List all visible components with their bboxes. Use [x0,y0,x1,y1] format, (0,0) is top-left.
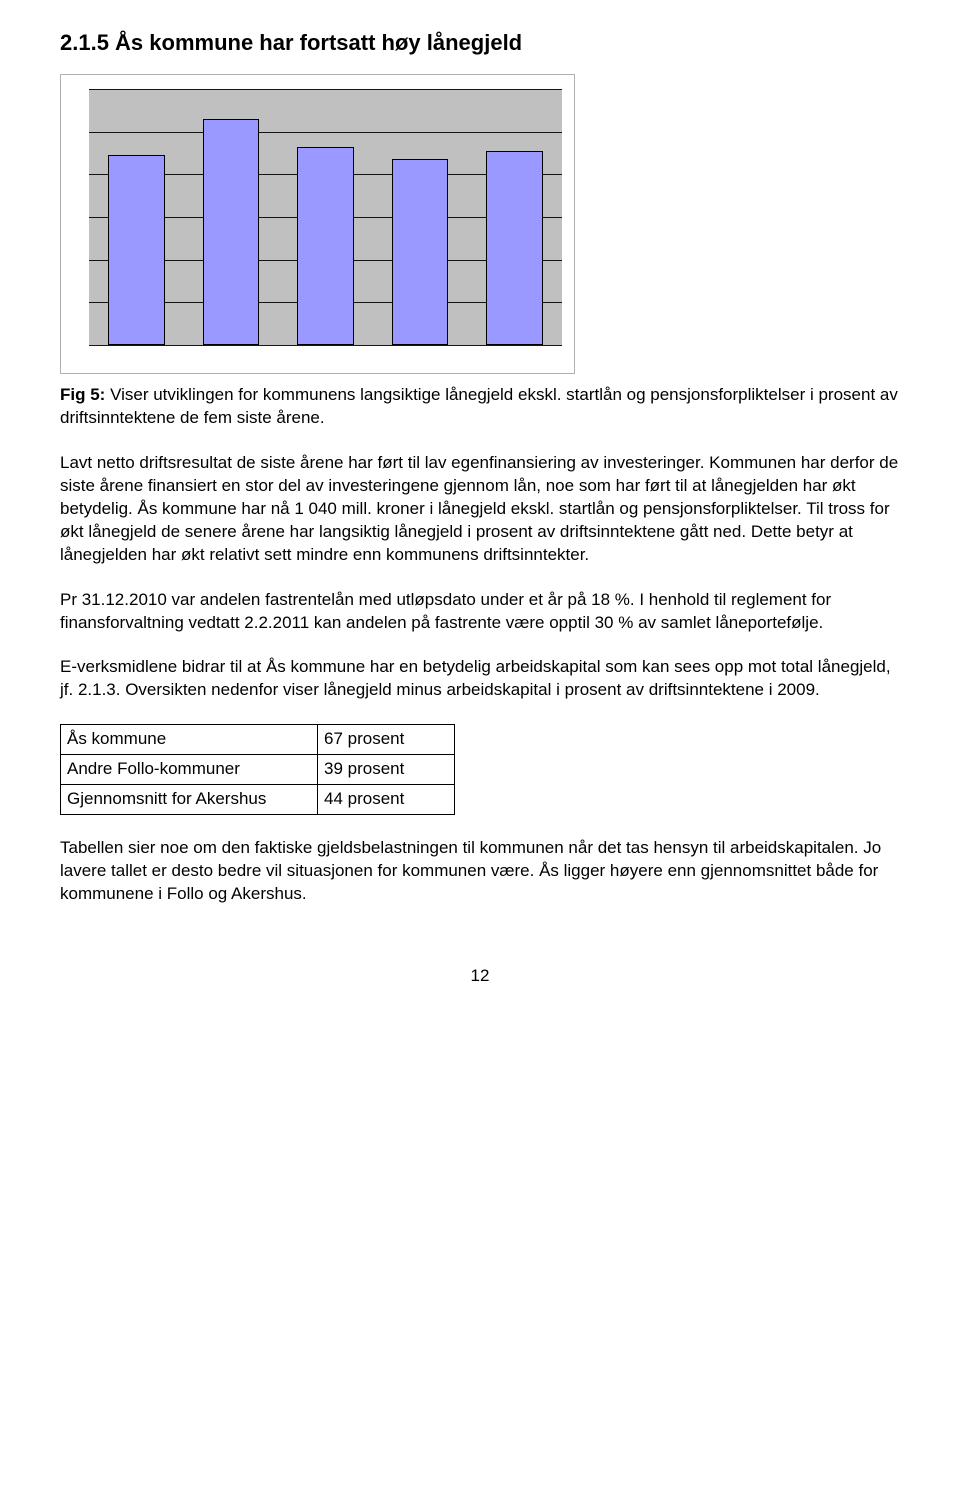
debt-comparison-table: Ås kommune67 prosentAndre Follo-kommuner… [60,724,455,815]
chart-bar [486,151,543,345]
table-row: Andre Follo-kommuner39 prosent [61,755,455,785]
page-number: 12 [60,966,900,986]
paragraph-1: Lavt netto driftsresultat de siste årene… [60,452,900,567]
section-heading: 2.1.5 Ås kommune har fortsatt høy lånegj… [60,30,900,56]
figure-caption-text: Viser utviklingen for kommunens langsikt… [60,385,898,427]
table-cell-label: Andre Follo-kommuner [61,755,318,785]
chart-bar [297,147,354,345]
chart-bar [203,119,260,345]
paragraph-4: Tabellen sier noe om den faktiske gjelds… [60,837,900,906]
chart-bar [392,159,449,345]
chart-gridline [89,345,562,346]
table-cell-value: 67 prosent [318,725,455,755]
table-row: Gjennomsnitt for Akershus44 prosent [61,785,455,815]
table-cell-value: 44 prosent [318,785,455,815]
figure-caption: Fig 5: Viser utviklingen for kommunens l… [60,384,900,430]
table-cell-label: Gjennomsnitt for Akershus [61,785,318,815]
table-row: Ås kommune67 prosent [61,725,455,755]
debt-chart [60,74,575,374]
chart-gridline [89,89,562,90]
paragraph-2: Pr 31.12.2010 var andelen fastrentelån m… [60,589,900,635]
figure-label: Fig 5: [60,385,105,404]
chart-bar [108,155,165,345]
paragraph-3: E-verksmidlene bidrar til at Ås kommune … [60,656,900,702]
table-cell-value: 39 prosent [318,755,455,785]
table-cell-label: Ås kommune [61,725,318,755]
chart-gridline [89,132,562,133]
